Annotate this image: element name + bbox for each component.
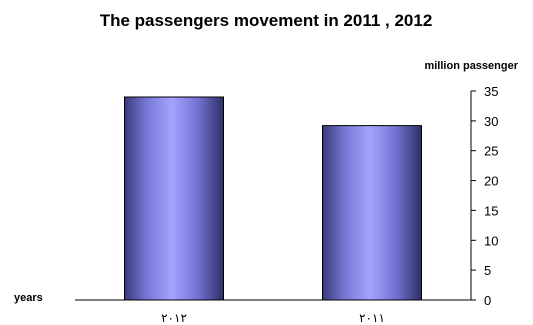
y-tick-label: 30	[484, 114, 498, 129]
y-axis-label: million passenger	[424, 60, 518, 72]
bars-layer	[124, 96, 422, 301]
y-tick-label: 20	[484, 174, 498, 189]
x-tick-label: ٢٠١١	[359, 311, 385, 325]
x-tick-label: ٢٠١٢	[161, 311, 187, 325]
bar-1	[322, 125, 422, 301]
y-tick-label: 10	[484, 233, 498, 248]
y-tick-label: 35	[484, 84, 498, 99]
y-tick-label: 25	[484, 144, 498, 159]
y-tick-label: 15	[484, 203, 498, 218]
y-tick-label: 0	[484, 293, 491, 308]
chart-title: The passengers movement in 2011 , 2012	[100, 11, 433, 30]
y-ticks-layer: 0 5 10 15 20 25 30 35	[471, 84, 498, 308]
x-axis-label: years	[14, 292, 43, 304]
y-tick-label: 5	[484, 263, 491, 278]
bar-0	[124, 96, 224, 301]
x-categories-layer: ٢٠١٢ ٢٠١١	[161, 311, 385, 325]
